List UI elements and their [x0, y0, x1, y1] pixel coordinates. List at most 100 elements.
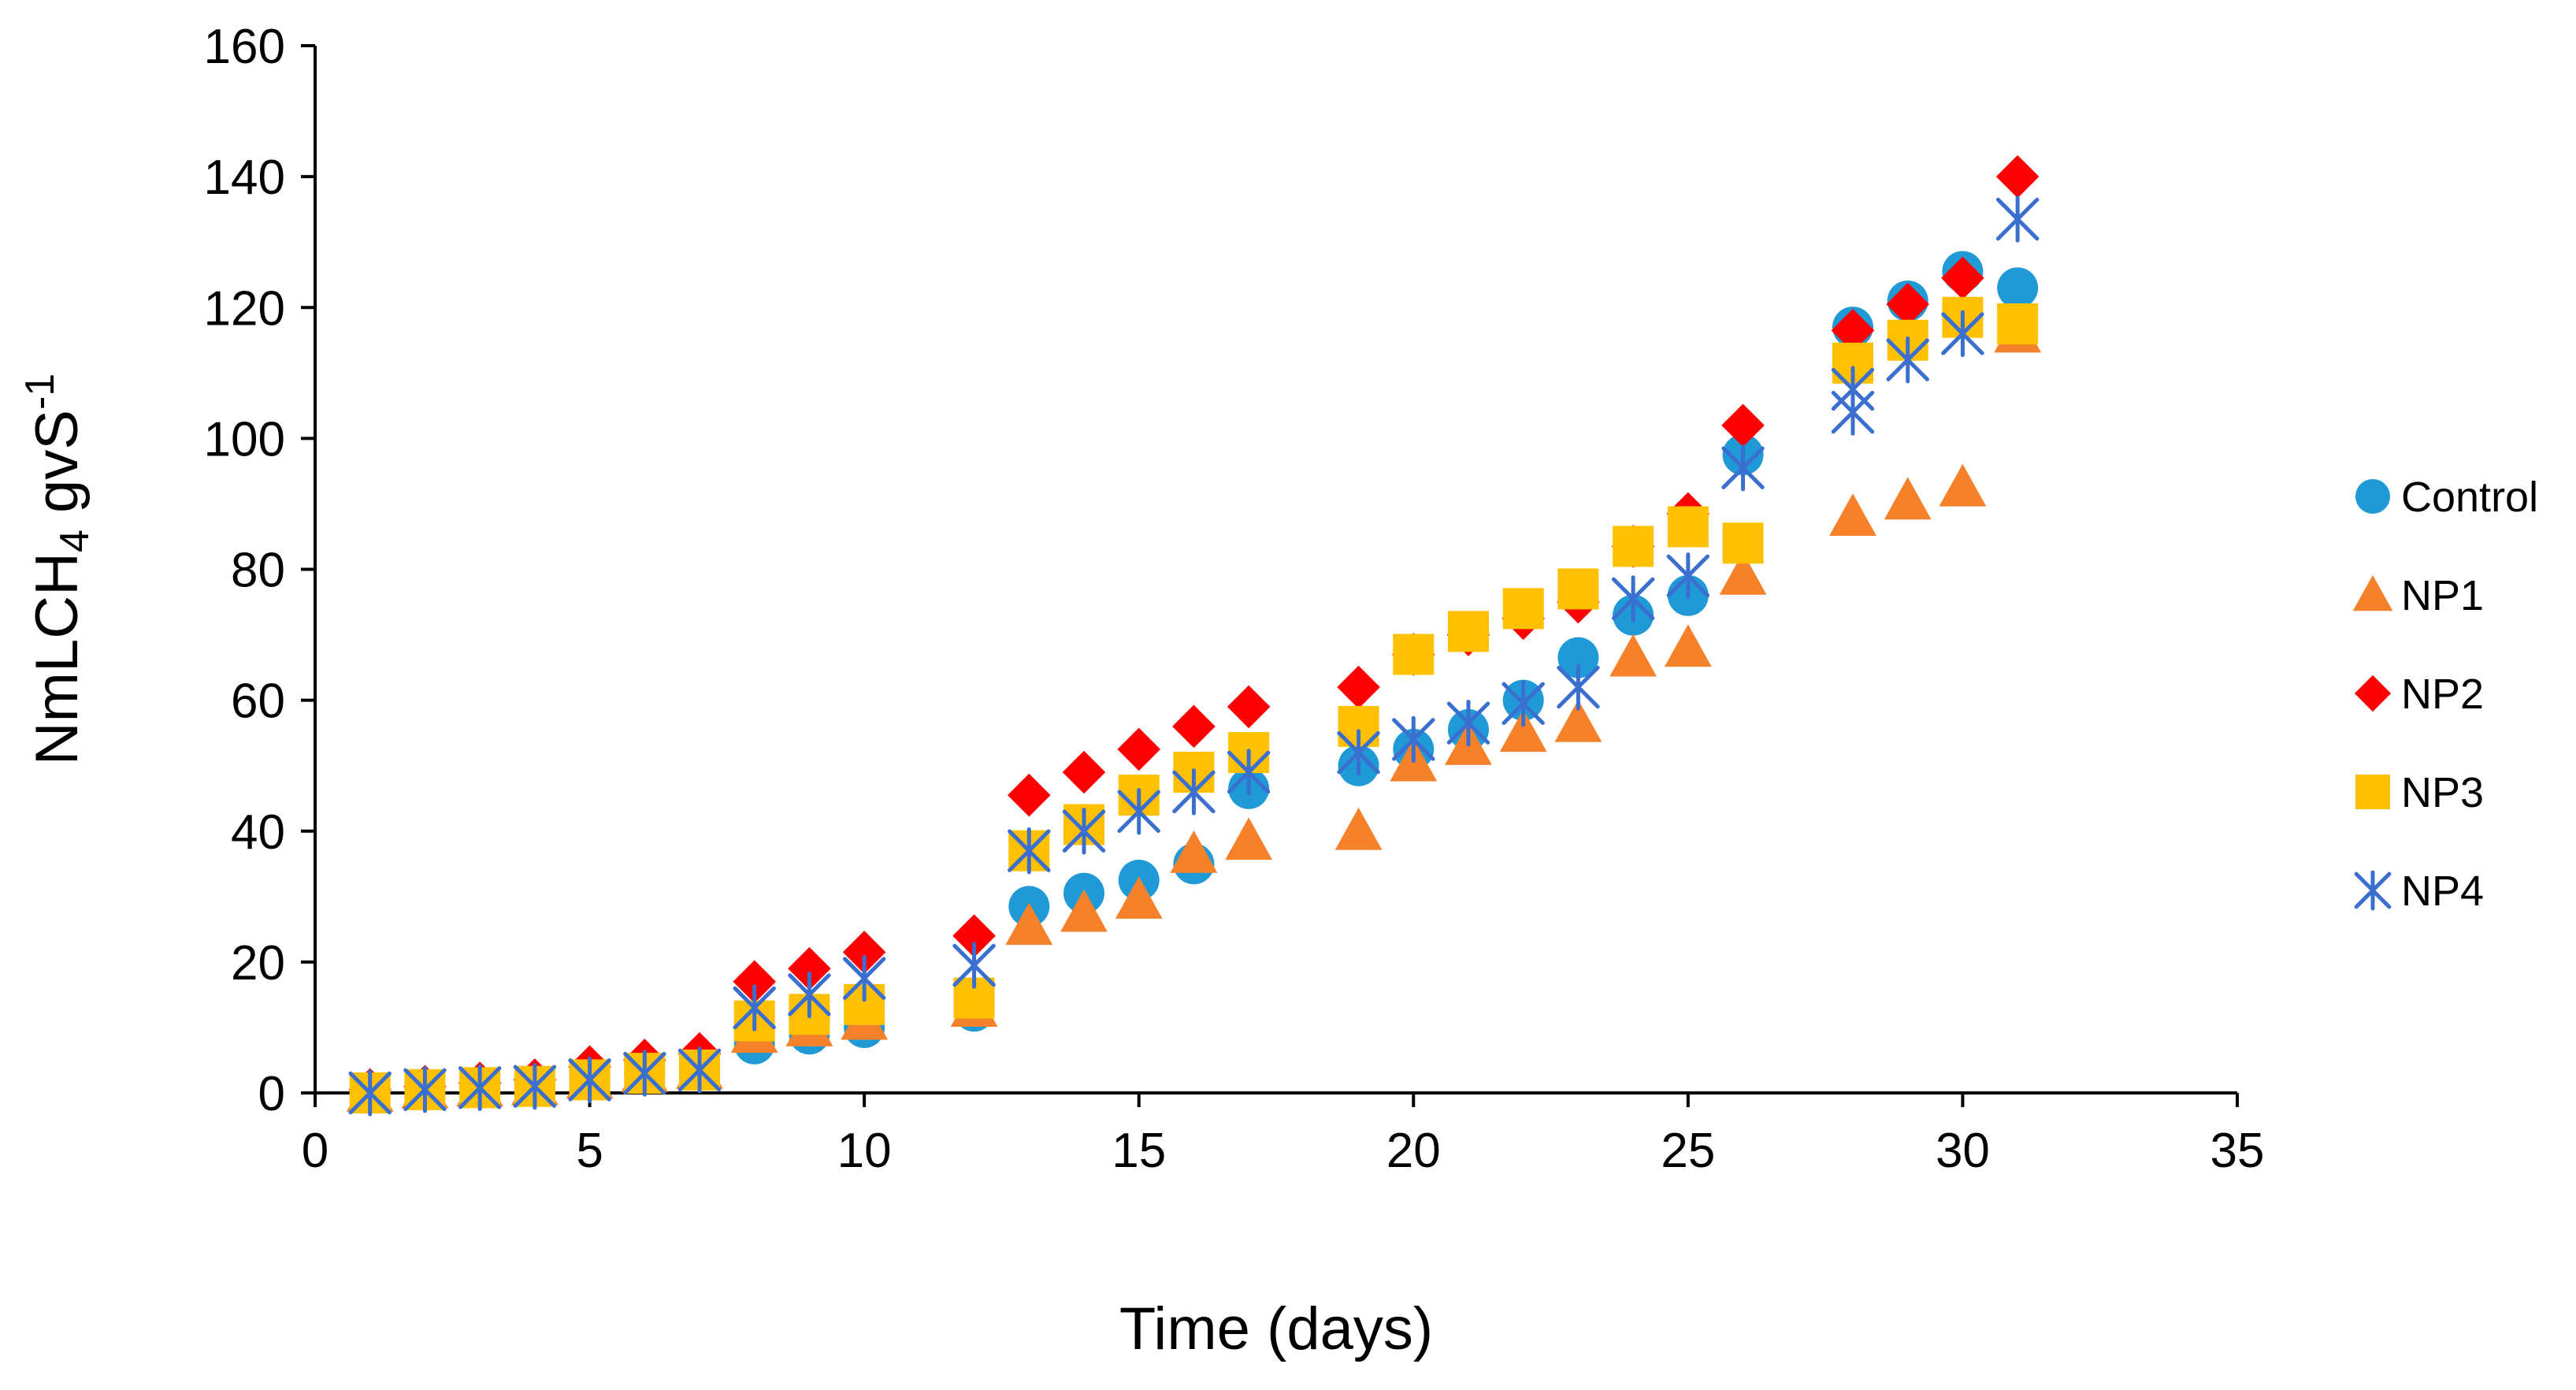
data-point	[842, 931, 886, 974]
data-point	[1502, 588, 1544, 630]
data-point	[1829, 493, 1876, 536]
x-tick-label: 30	[1936, 1124, 1990, 1178]
legend-label: NP3	[2401, 769, 2484, 816]
y-tick-label: 120	[204, 281, 285, 336]
y-ticks: 0 20 40 60 80 100 120 140 160	[204, 20, 315, 1121]
data-point	[1611, 575, 1655, 623]
data-point	[1831, 309, 1875, 352]
x-axis-title: Time (days)	[1119, 1295, 1433, 1362]
data-point	[1393, 634, 1435, 675]
x-tick-label: 5	[576, 1124, 603, 1178]
data-point	[1721, 403, 1765, 448]
legend-item: NP4	[2354, 868, 2484, 915]
data-point	[1337, 665, 1380, 709]
data-point	[1557, 568, 1599, 610]
data-point	[1337, 729, 1380, 776]
data-point	[1392, 715, 1435, 764]
x-tick-label: 0	[302, 1124, 328, 1178]
data-point	[1721, 444, 1765, 492]
y-tick-label: 80	[231, 544, 285, 598]
data-point	[1062, 808, 1106, 855]
data-point	[1667, 506, 1709, 548]
data-point	[788, 971, 831, 1019]
data-point	[1501, 680, 1545, 727]
legend-item: NP1	[2352, 572, 2484, 619]
data-point	[1831, 388, 1875, 436]
data-point	[1117, 788, 1160, 835]
data-point	[1170, 830, 1218, 873]
data-point	[403, 1066, 447, 1113]
data-point	[1997, 303, 2039, 345]
data-point	[677, 1046, 722, 1094]
data-point	[1719, 552, 1767, 595]
y-axis-title-superscript: -1	[17, 374, 63, 410]
legend-marker	[2355, 479, 2390, 514]
legend-item: NP2	[2354, 671, 2484, 718]
legend-label: NP4	[2401, 868, 2484, 915]
data-point	[842, 954, 886, 1002]
data-point	[1722, 522, 1764, 564]
data-point	[1172, 704, 1216, 749]
legend-marker	[2354, 870, 2392, 911]
series-np2	[348, 154, 2040, 1112]
data-point	[1499, 709, 1547, 753]
data-point	[1664, 624, 1712, 667]
legend: Control NP1 NP2 NP3 NP4	[2352, 474, 2538, 915]
data-point	[1886, 282, 1930, 326]
data-point	[1557, 637, 1599, 678]
data-point	[1225, 817, 1273, 860]
x-tick-label: 35	[2210, 1124, 2265, 1178]
data-point	[1117, 727, 1161, 771]
data-point	[1227, 749, 1271, 796]
data-point	[568, 1056, 611, 1104]
data-point	[1609, 634, 1657, 677]
data-point	[1334, 807, 1383, 850]
data-point	[733, 984, 776, 1031]
data-point	[1062, 750, 1106, 794]
legend-item: Control	[2355, 474, 2538, 521]
data-point	[788, 946, 831, 990]
y-tick-label: 40	[231, 805, 285, 860]
data-point	[1007, 773, 1051, 817]
data-point	[1666, 552, 1710, 600]
x-ticks: 0 5 10 15 20 25 30 35	[302, 1093, 2265, 1178]
y-tick-label: 140	[204, 151, 285, 205]
data-point	[952, 942, 996, 989]
y-tick-label: 20	[231, 936, 285, 990]
legend-label: NP1	[2401, 572, 2484, 619]
legend-marker	[2354, 675, 2392, 712]
series-np4	[348, 195, 2040, 1117]
data-point	[623, 1050, 666, 1097]
legend-label: Control	[2401, 474, 2538, 521]
data-point	[1995, 154, 2040, 199]
y-axis-title-subscript: 4	[52, 530, 98, 552]
data-point	[348, 1069, 392, 1117]
data-point	[1941, 256, 1984, 300]
data-point	[1554, 699, 1602, 742]
y-axis-title-base: NmLCH	[24, 552, 91, 765]
data-point	[1172, 768, 1216, 816]
legend-label: NP2	[2401, 671, 2484, 718]
data-point	[1941, 310, 1984, 358]
y-axis-title: NmLCH4 gvS-1	[17, 374, 98, 765]
y-tick-label: 100	[204, 412, 285, 466]
data-point	[733, 960, 777, 1004]
legend-marker	[2355, 775, 2390, 809]
data-point	[513, 1063, 557, 1110]
data-point	[1227, 685, 1271, 729]
x-tick-label: 25	[1661, 1124, 1715, 1178]
data-point	[1446, 700, 1490, 747]
data-point	[1557, 663, 1600, 711]
data-point	[952, 914, 996, 957]
x-tick-label: 15	[1112, 1124, 1166, 1178]
data-point	[1005, 902, 1053, 946]
data-point	[1884, 477, 1932, 520]
series-control	[349, 251, 2039, 1113]
plot-points	[346, 154, 2042, 1117]
x-tick-label: 20	[1386, 1124, 1441, 1178]
data-point	[1995, 195, 2040, 243]
legend-item: NP3	[2355, 769, 2484, 816]
axes: 0 5 10 15 20 25 30 35 0 20 40 60 80 100 120 140 160	[204, 20, 2265, 1178]
y-axis-title-unit: gvS	[24, 410, 91, 530]
